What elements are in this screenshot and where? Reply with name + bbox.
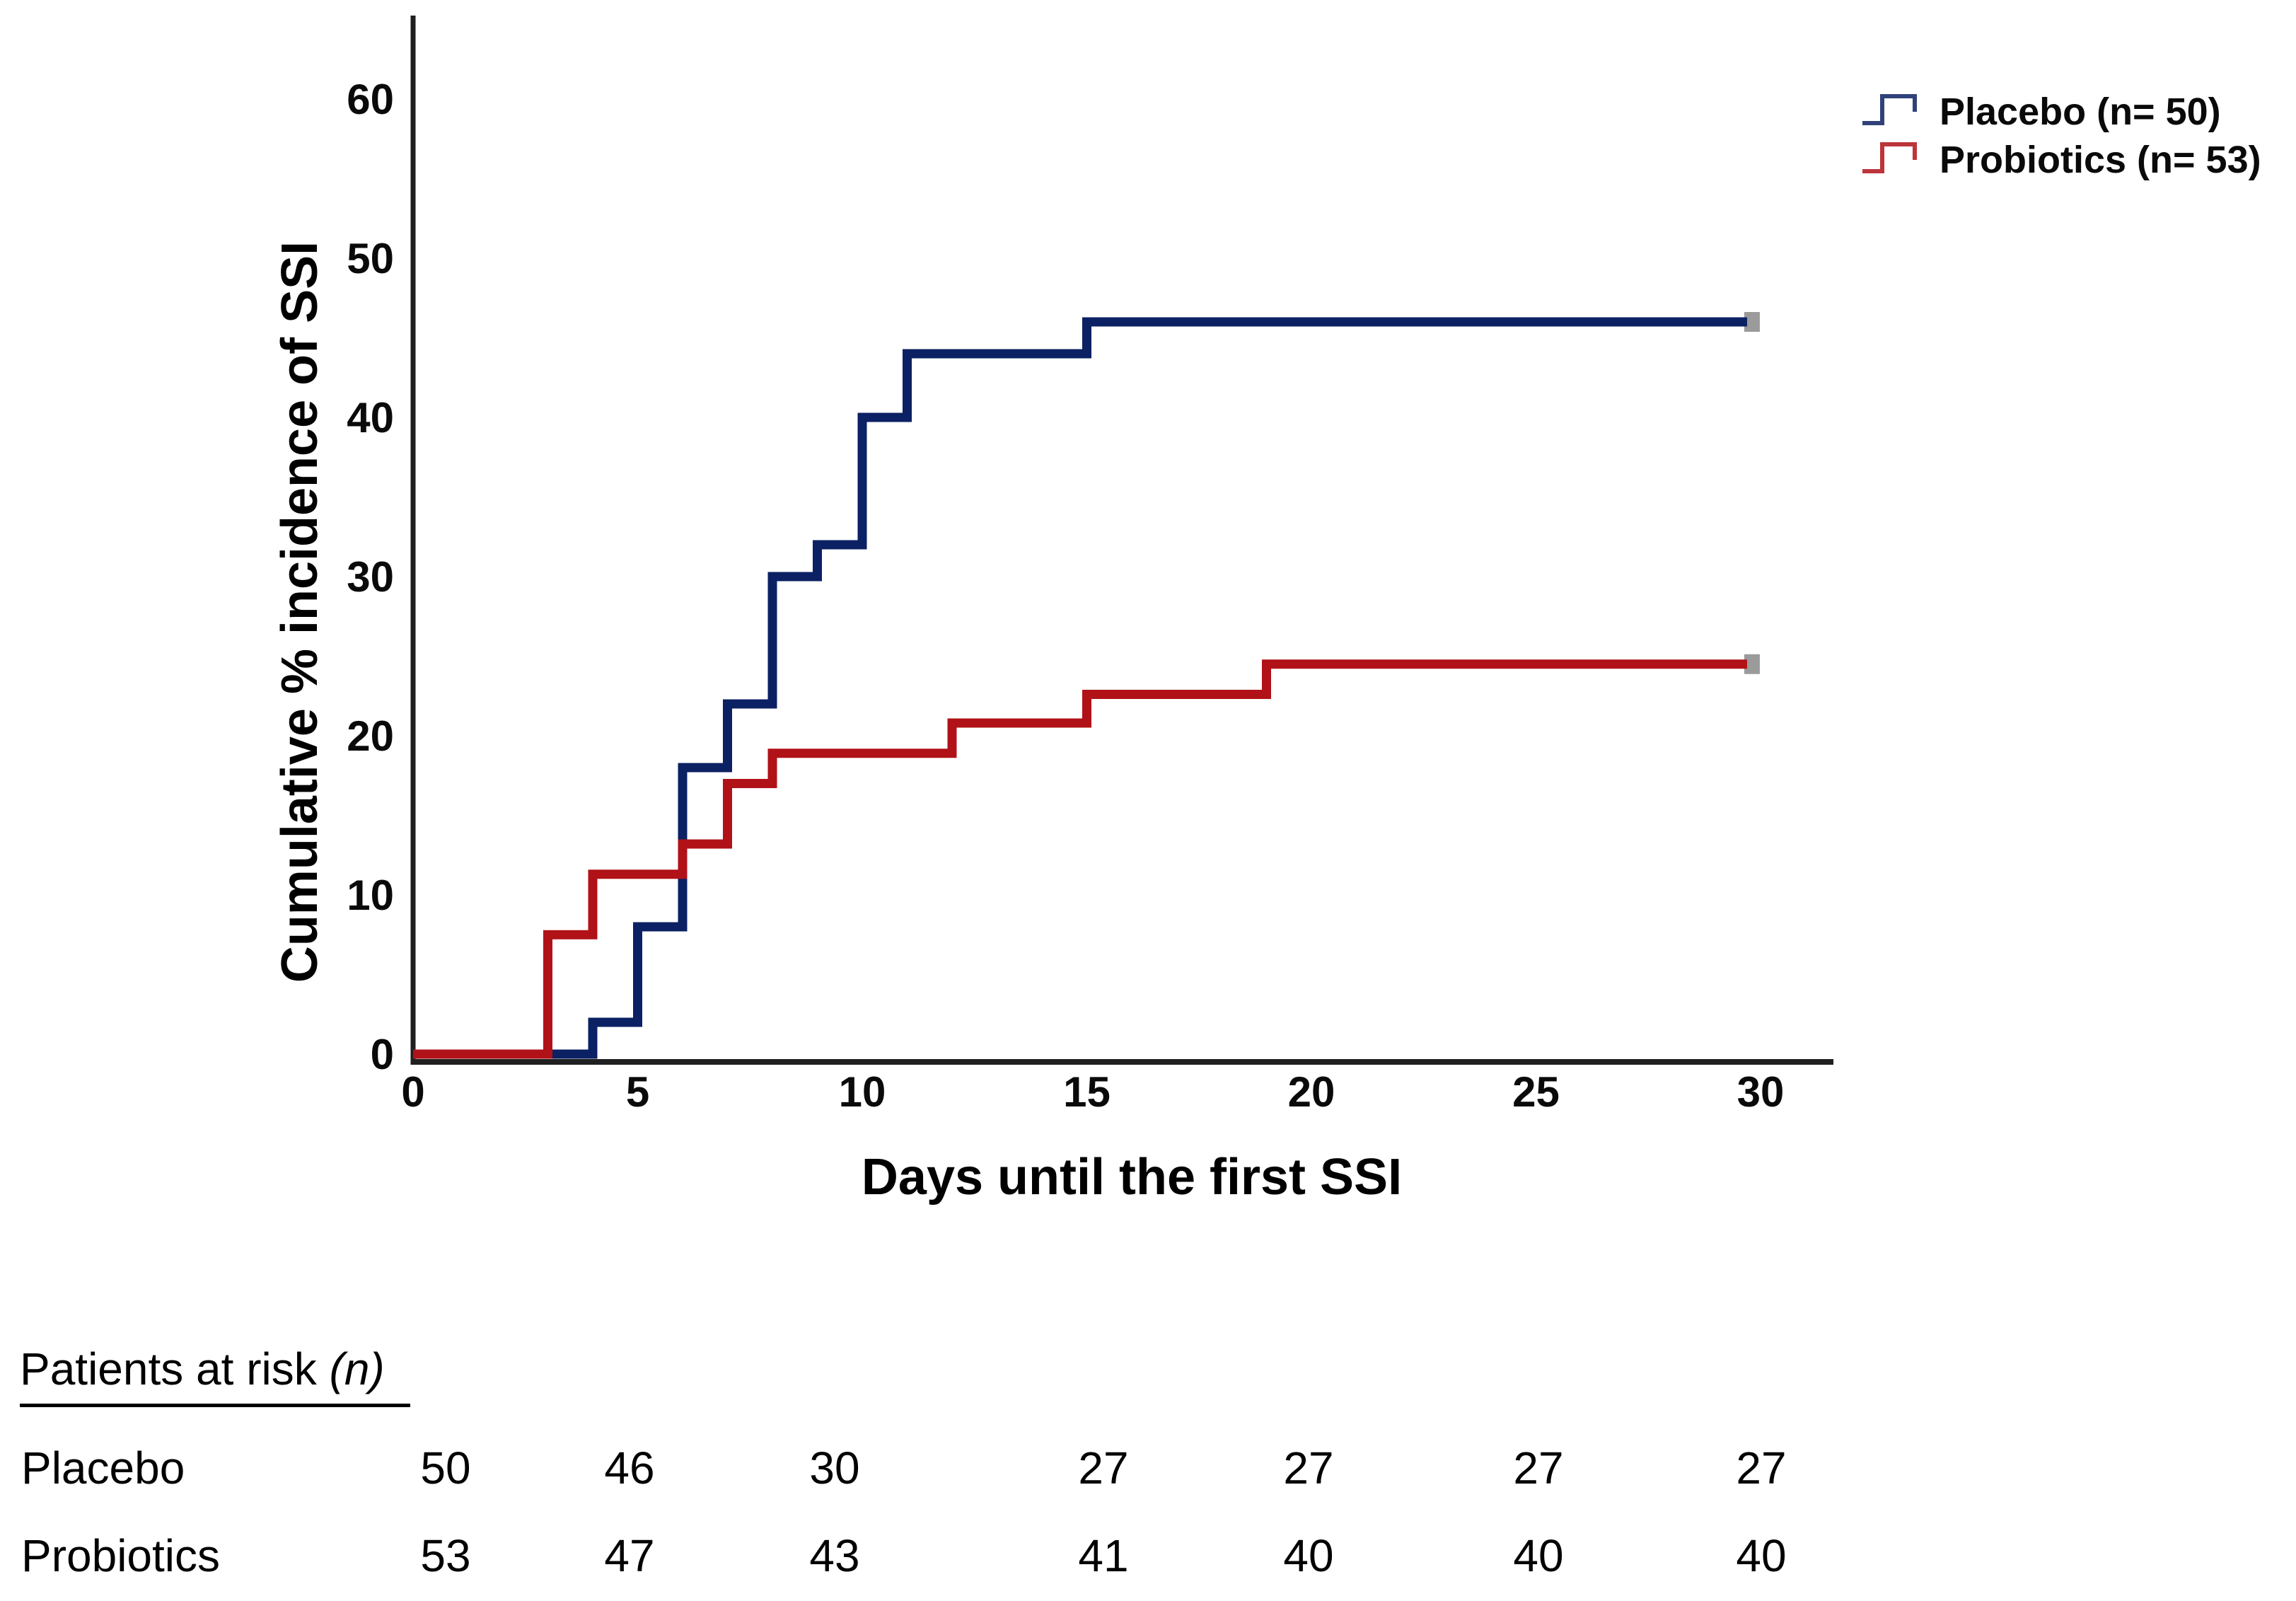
x-axis-title: Days until the first SSI: [862, 1149, 1402, 1206]
x-tick-label: 15: [1063, 1068, 1111, 1116]
legend-label-placebo: Placebo (n= 50): [1940, 91, 2221, 133]
y-tick-label: 60: [347, 76, 394, 123]
x-tick-label: 10: [839, 1068, 886, 1116]
risk-table-title: Patients at risk (n): [20, 1343, 410, 1407]
y-tick-label: 30: [347, 553, 394, 601]
risk-count: 27: [1078, 1443, 1129, 1493]
x-tick-label: 20: [1288, 1068, 1335, 1116]
risk-count: 27: [1513, 1443, 1564, 1493]
y-tick-label: 40: [347, 394, 394, 441]
risk-count: 53: [420, 1530, 471, 1581]
legend-label-probiotics: Probiotics (n= 53): [1940, 139, 2261, 181]
risk-row-label: Placebo: [21, 1443, 185, 1493]
risk-count: 41: [1078, 1530, 1129, 1581]
y-tick-label: 0: [371, 1031, 394, 1078]
risk-count: 40: [1736, 1530, 1787, 1581]
risk-row-placebo: Placebo 50 46 30 27 27 27 27: [0, 1442, 2296, 1498]
risk-count: 43: [809, 1530, 860, 1581]
x-tick-label: 30: [1737, 1068, 1785, 1116]
y-tick-label: 10: [347, 872, 394, 919]
legend-symbol-placebo: [1862, 94, 1917, 125]
risk-row-probiotics: Probiotics 53 47 43 41 40 40 40: [0, 1530, 2296, 1586]
risk-count: 50: [420, 1443, 471, 1493]
risk-count: 30: [809, 1443, 860, 1493]
km-curve-probiotics: [413, 659, 1747, 1059]
legend-symbol-probiotics: [1862, 142, 1917, 173]
risk-count: 27: [1736, 1443, 1787, 1493]
risk-count: 47: [604, 1530, 655, 1581]
risk-row-label: Probiotics: [21, 1530, 220, 1581]
risk-count: 46: [604, 1443, 655, 1493]
y-tick-label: 50: [347, 235, 394, 282]
legend: Placebo (n= 50) Probiotics (n= 53): [1862, 91, 2261, 181]
x-tick-label: 0: [401, 1068, 424, 1116]
censor-endcap: [1744, 312, 1760, 332]
risk-table-title-text: Patients at risk: [20, 1343, 330, 1394]
y-axis-title: Cumulative % incidence of SSI: [272, 241, 328, 983]
km-curve-placebo: [413, 317, 1747, 1059]
risk-count: 40: [1283, 1530, 1334, 1581]
x-tick-label: 25: [1512, 1068, 1560, 1116]
censor-endcap: [1744, 654, 1760, 674]
risk-table-title-n: (n): [329, 1343, 385, 1394]
x-tick-label: 5: [626, 1068, 649, 1116]
risk-count: 27: [1283, 1443, 1334, 1493]
y-tick-label: 20: [347, 712, 394, 760]
risk-count: 40: [1513, 1530, 1564, 1581]
